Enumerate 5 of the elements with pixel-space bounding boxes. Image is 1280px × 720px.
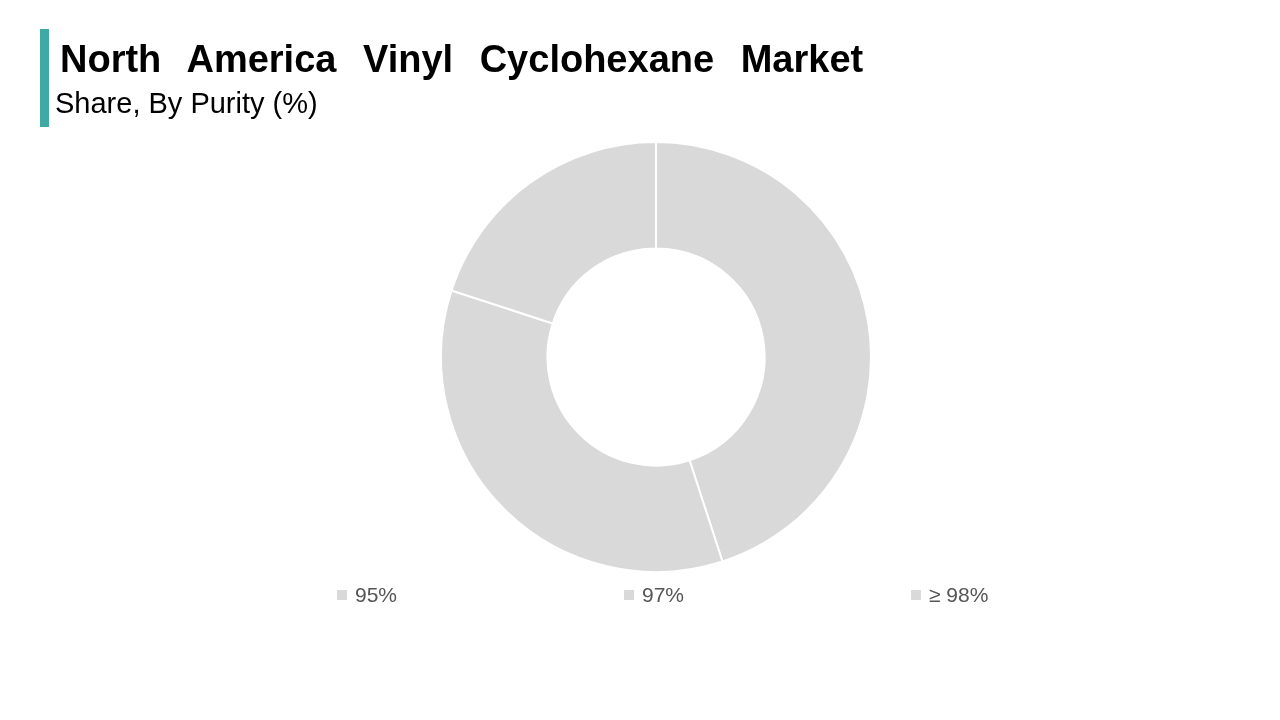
chart-title: North America Vinyl Cyclohexane Market [60, 38, 864, 80]
chart-subtitle: Share, By Purity (%) [55, 87, 318, 119]
legend-label: 95% [355, 583, 398, 607]
legend-label: ≥ 98% [929, 583, 989, 607]
legend-label: 97% [642, 583, 685, 607]
